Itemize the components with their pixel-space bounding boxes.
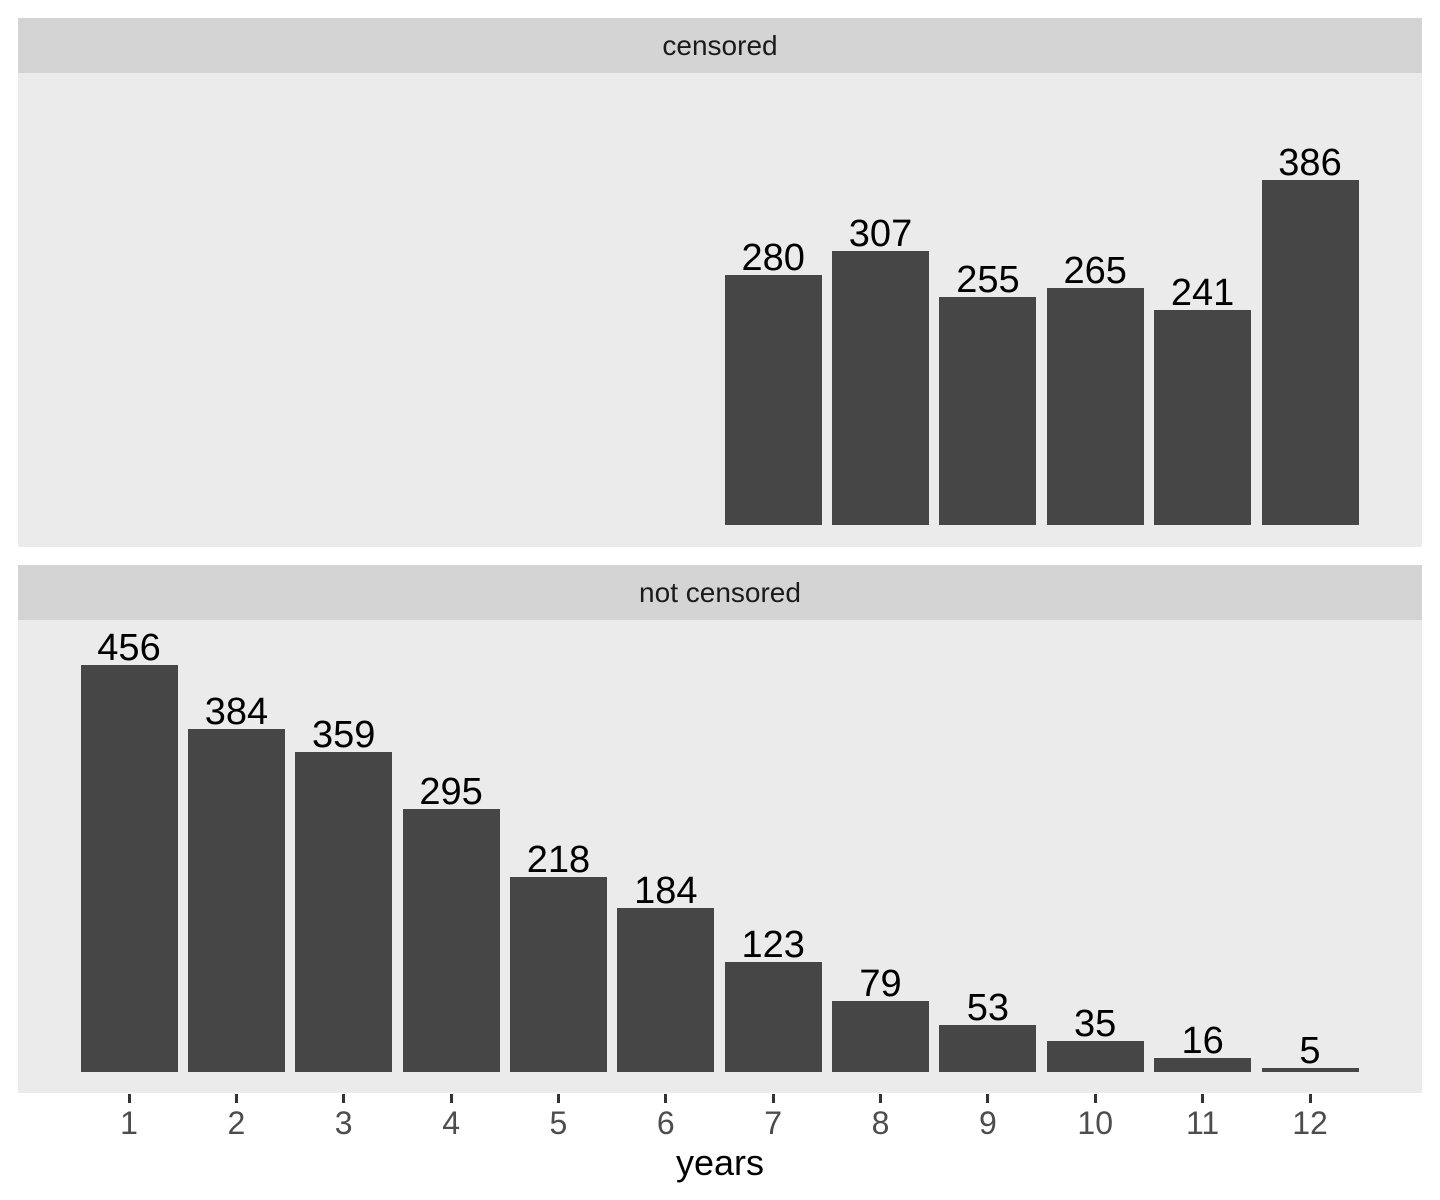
- x-tick-label-8: 8: [871, 1105, 890, 1141]
- bar-year-4: [402, 809, 500, 1072]
- bar-year-10: [1046, 1041, 1144, 1072]
- x-tick-label-6: 6: [656, 1105, 675, 1141]
- facet-panel-censored: 280 307 255 265 241 386: [18, 73, 1422, 547]
- x-tick-3: [342, 1094, 346, 1103]
- bar-year-3: [295, 752, 393, 1072]
- bar-value-label-year-7: 123: [741, 924, 805, 966]
- x-tick-7: [771, 1094, 775, 1103]
- bar-value-label-year-6: 184: [634, 870, 698, 912]
- x-tick-5: [556, 1094, 560, 1103]
- bar-value-label-year-12: 5: [1299, 1030, 1321, 1072]
- bar-year-6: [617, 908, 715, 1072]
- x-tick-label-5: 5: [549, 1105, 568, 1141]
- facet-strip-label-censored: censored: [662, 29, 778, 61]
- bar-value-label-year-9: 53: [966, 987, 1010, 1029]
- bar-year-9: [939, 1025, 1037, 1072]
- bar-value-label-year-12: 386: [1278, 142, 1342, 184]
- bar-value-label-year-9: 255: [956, 259, 1020, 301]
- x-tick-10: [1093, 1094, 1097, 1103]
- x-tick-9: [986, 1094, 990, 1103]
- facet-not-censored: not censored 456 384 359 295 218 184 123 79 53 35…: [18, 565, 1422, 1093]
- x-axis-title: years: [675, 1142, 765, 1183]
- facet-censored: censored 280 307 255 265 241 386: [18, 18, 1422, 547]
- bar-year-11: [1154, 310, 1252, 525]
- bar-year-8: [832, 1001, 929, 1072]
- x-tick-label-7: 7: [764, 1105, 783, 1141]
- bar-year-11: [1154, 1058, 1252, 1072]
- bar-value-label-year-10: 265: [1063, 250, 1127, 292]
- x-tick-label-2: 2: [227, 1105, 246, 1141]
- x-tick-label-12: 12: [1292, 1105, 1328, 1141]
- x-tick-label-3: 3: [334, 1105, 353, 1141]
- x-tick-label-1: 1: [120, 1105, 138, 1141]
- bar-year-8: [832, 251, 929, 525]
- bar-value-label-year-1: 456: [97, 627, 161, 669]
- x-tick-8: [879, 1094, 882, 1103]
- bar-year-5: [509, 877, 607, 1072]
- bar-value-label-year-10: 35: [1074, 1003, 1117, 1045]
- bar-year-9: [939, 297, 1037, 525]
- bar-value-label-year-2: 384: [204, 691, 269, 733]
- facet-strip-not-censored: not censored: [18, 565, 1422, 620]
- bar-year-1: [80, 665, 178, 1072]
- x-tick-12: [1308, 1094, 1312, 1103]
- x-tick-label-10: 10: [1077, 1105, 1113, 1141]
- x-tick-label-9: 9: [978, 1105, 997, 1141]
- x-axis: 1 2 3 4 5 6 7 8 9 10 11 12: [0, 1094, 1440, 1154]
- x-tick-11: [1201, 1094, 1205, 1103]
- bar-year-10: [1046, 288, 1144, 525]
- bar-year-12: [1261, 180, 1359, 525]
- bar-year-2: [187, 729, 285, 1072]
- bar-value-label-year-3: 359: [311, 714, 376, 756]
- x-tick-4: [449, 1094, 453, 1103]
- facet-strip-censored: censored: [18, 18, 1422, 73]
- bar-value-label-year-11: 241: [1170, 272, 1235, 314]
- x-tick-label-11: 11: [1185, 1105, 1220, 1141]
- bar-year-12: [1261, 1068, 1359, 1072]
- bar-year-7: [724, 275, 822, 525]
- bar-value-label-year-7: 280: [741, 237, 805, 279]
- bar-value-label-year-8: 307: [848, 213, 913, 255]
- plot-area-not-censored: 456 384 359 295 218 184 123 79 53 35 16 5: [18, 620, 1422, 1072]
- x-tick-6: [664, 1094, 668, 1103]
- bar-year-7: [724, 962, 822, 1072]
- plot-area-censored: 280 307 255 265 241 386: [18, 73, 1422, 525]
- bar-value-label-year-11: 16: [1181, 1020, 1224, 1062]
- bar-value-label-year-4: 295: [419, 771, 483, 813]
- facet-strip-label-not-censored: not censored: [639, 576, 801, 608]
- facet-panel-not-censored: 456 384 359 295 218 184 123 79 53 35 16 5: [18, 620, 1422, 1093]
- bar-value-label-year-5: 218: [526, 839, 591, 881]
- x-tick-1: [127, 1094, 131, 1103]
- bar-value-label-year-8: 79: [859, 963, 902, 1005]
- x-tick-label-4: 4: [442, 1105, 460, 1141]
- x-tick-2: [234, 1094, 238, 1103]
